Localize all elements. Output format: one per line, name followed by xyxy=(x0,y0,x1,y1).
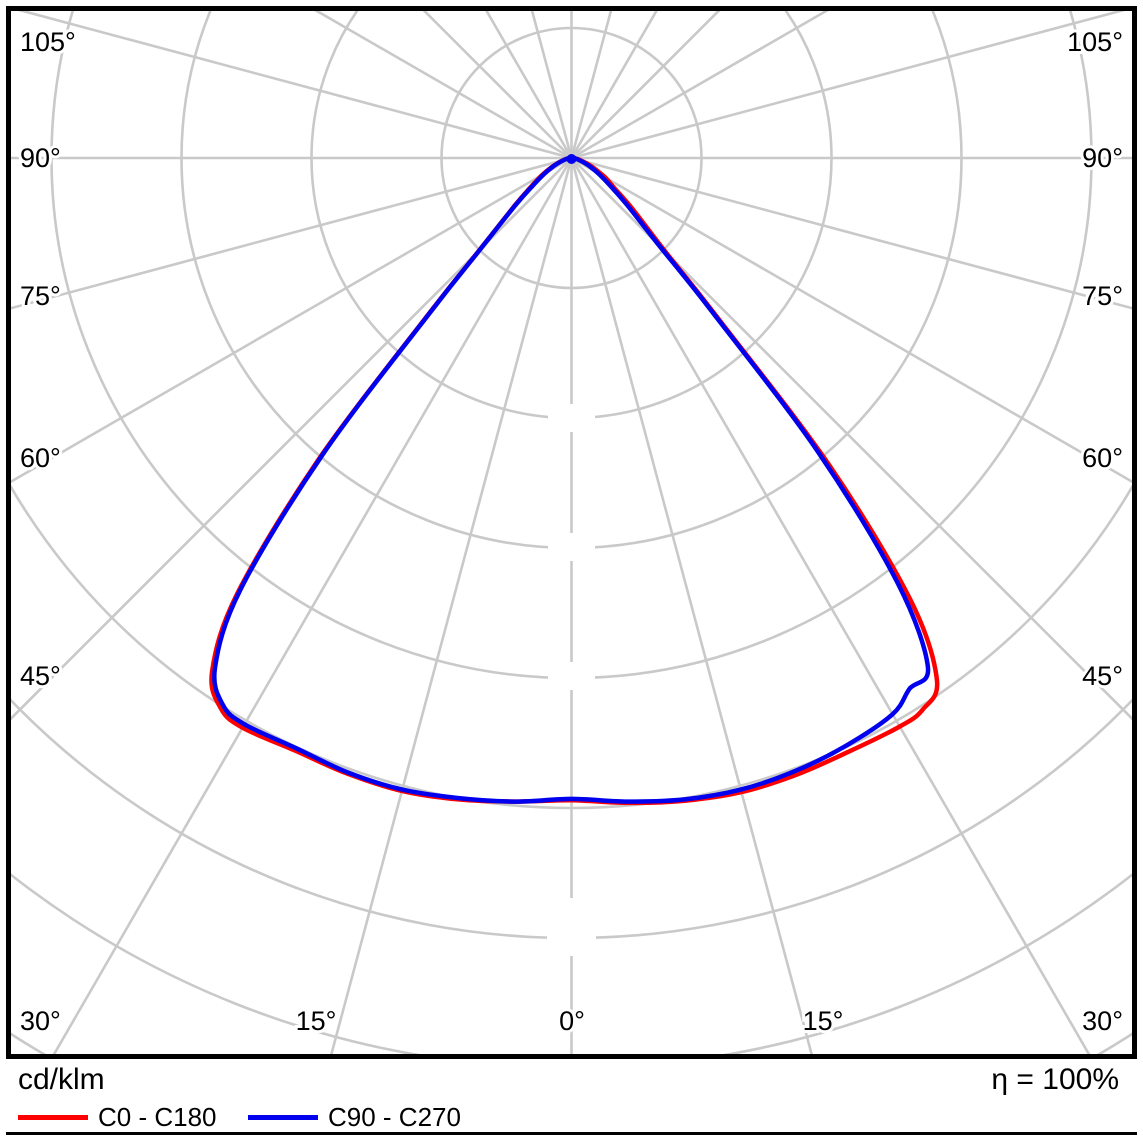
pole-dot xyxy=(566,154,577,164)
grid-ray xyxy=(530,11,573,159)
angle-tick-label: 90° xyxy=(1082,143,1123,173)
angle-tick-label: 60° xyxy=(20,443,61,473)
angle-tick-label: 45° xyxy=(1082,661,1123,691)
legend-line-c0-c180 xyxy=(18,1114,88,1120)
angle-tick-label: 60° xyxy=(1082,443,1123,473)
legend-item-c90-c270: C90 - C270 xyxy=(248,1104,461,1130)
curve-c0-c180 xyxy=(209,155,940,806)
grid-ray xyxy=(570,11,829,160)
masked-r-tick-label xyxy=(548,662,595,690)
curve-c90-c270 xyxy=(212,155,931,804)
intensity-curves xyxy=(209,155,940,806)
grid-ray xyxy=(314,11,573,160)
grid-ray xyxy=(11,156,572,310)
masked-r-tick-label xyxy=(547,898,596,956)
grid-ray xyxy=(571,156,1132,310)
grid-ray xyxy=(17,11,572,160)
grid-ray xyxy=(571,11,1126,160)
footer-underline xyxy=(6,1132,1137,1135)
angle-tick-label: 15° xyxy=(803,1006,844,1036)
angle-tick-label: 30° xyxy=(20,1006,61,1036)
masked-r-tick-label xyxy=(548,404,595,432)
grid-ray xyxy=(570,157,1091,1054)
angle-tick-label: 90° xyxy=(20,143,61,173)
legend-item-c0-c180: C0 - C180 xyxy=(18,1104,217,1130)
angle-tick-label: 105° xyxy=(1067,27,1123,57)
grid-ray xyxy=(570,157,1132,721)
masked-r-tick-label xyxy=(548,533,595,561)
plot-frame-border xyxy=(6,6,1137,1059)
angle-tick-label: 75° xyxy=(20,281,61,311)
grid-ray xyxy=(52,157,573,1054)
legend-label-c0-c180: C0 - C180 xyxy=(98,1102,217,1132)
legend-line-c90-c270 xyxy=(248,1114,318,1120)
angle-tick-label: 75° xyxy=(1082,281,1123,311)
grid-ray xyxy=(330,157,573,1054)
angle-tick-label: 15° xyxy=(296,1006,337,1036)
grid-ray xyxy=(11,156,573,484)
angle-tick-label: 30° xyxy=(1082,1006,1123,1036)
polar-plot-canvas: 105° 90° 75° 60° 45° 30° 15° 0° 15° 30° 45° 60° 75° 9… xyxy=(6,6,1137,1059)
angle-tick-labels: 105° 90° 75° 60° 45° 30° 15° 0° 15° 30° 45° 60° 75° 9… xyxy=(17,24,1126,1039)
legend-label-c90-c270: C90 - C270 xyxy=(328,1102,461,1132)
efficiency-value: η = 100% xyxy=(991,1063,1119,1096)
units-label: cd/klm xyxy=(18,1063,105,1096)
masked-r-tick-labels xyxy=(547,404,596,956)
grid-ray xyxy=(570,156,1132,484)
angle-tick-label: 105° xyxy=(20,27,76,57)
angle-tick-label: 45° xyxy=(20,661,61,691)
grid-ray xyxy=(570,11,613,159)
grid-ray xyxy=(11,157,573,721)
angle-tick-label: 0° xyxy=(559,1006,585,1036)
grid-ray xyxy=(570,157,813,1054)
